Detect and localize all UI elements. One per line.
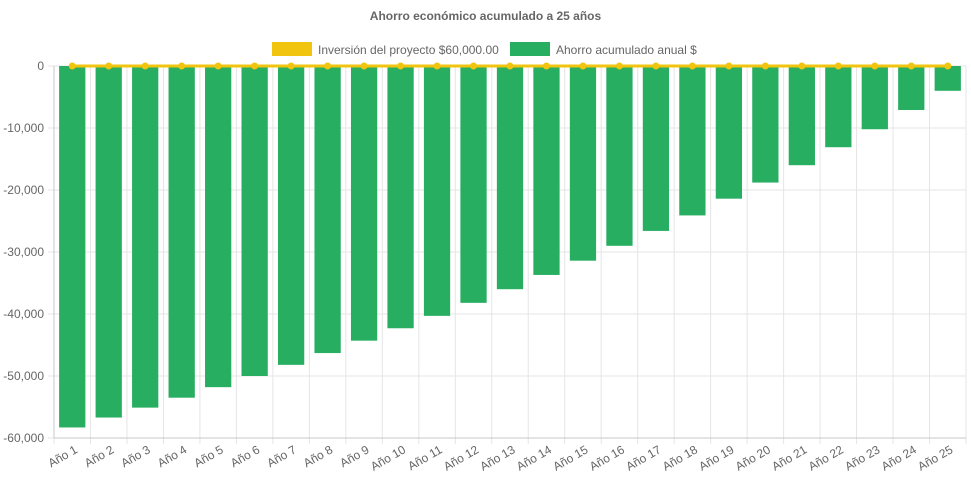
bar-ahorro-8[interactable] — [314, 66, 341, 354]
investment-point-25[interactable] — [944, 62, 952, 70]
legend-label-savings[interactable]: Ahorro acumulado anual $ — [556, 43, 697, 57]
bar-ahorro-19[interactable] — [715, 66, 743, 199]
bar-ahorro-21[interactable] — [788, 66, 815, 166]
bar-ahorro-1[interactable] — [59, 66, 86, 428]
bar-ahorro-18[interactable] — [679, 66, 706, 216]
x-tick-label: Año 11 — [405, 442, 444, 473]
investment-point-1[interactable] — [68, 62, 76, 70]
bar-ahorro-22[interactable] — [825, 66, 852, 148]
investment-point-13[interactable] — [506, 62, 514, 70]
investment-point-6[interactable] — [251, 62, 259, 70]
investment-point-2[interactable] — [105, 62, 113, 70]
investment-point-24[interactable] — [907, 62, 915, 70]
x-tick-label: Año 1 — [46, 442, 80, 470]
x-tick-label: Año 5 — [192, 442, 226, 470]
investment-point-15[interactable] — [579, 62, 587, 70]
chart-title: Ahorro económico acumulado a 25 años — [370, 9, 602, 23]
investment-point-18[interactable] — [688, 62, 696, 70]
x-tick-label: Año 20 — [733, 442, 773, 473]
x-tick-label: Año 15 — [551, 442, 591, 473]
x-tick-label: Año 4 — [155, 442, 189, 470]
x-tick-label: Año 13 — [478, 442, 518, 473]
bar-ahorro-5[interactable] — [205, 66, 232, 388]
bar-ahorro-13[interactable] — [496, 66, 524, 290]
legend: Inversión del proyecto $60,000.00 Ahorro… — [272, 42, 697, 57]
investment-point-7[interactable] — [287, 62, 295, 70]
legend-label-investment[interactable]: Inversión del proyecto $60,000.00 — [318, 43, 499, 57]
investment-point-9[interactable] — [360, 62, 368, 70]
x-tick-label: Año 23 — [842, 442, 882, 473]
bars — [59, 66, 961, 428]
x-tick-label: Año 10 — [368, 442, 408, 473]
x-tick-label: Año 6 — [228, 442, 262, 470]
bar-ahorro-12[interactable] — [460, 66, 487, 303]
legend-swatch-savings[interactable] — [510, 42, 550, 56]
x-tick-label: Año 8 — [301, 442, 335, 470]
investment-point-11[interactable] — [433, 62, 441, 70]
bar-ahorro-6[interactable] — [241, 66, 268, 376]
bar-ahorro-15[interactable] — [569, 66, 597, 261]
investment-line — [68, 62, 952, 70]
x-axis-ticks: Año 1 Año 2 Año 3 Año 4 Año 5 Año 6 Año 7 Año 8… — [46, 442, 956, 473]
investment-point-8[interactable] — [324, 62, 332, 70]
bar-ahorro-2[interactable] — [95, 66, 122, 418]
bar-ahorro-10[interactable] — [387, 66, 414, 329]
investment-point-19[interactable] — [725, 62, 733, 70]
x-tick-label: Año 19 — [696, 442, 736, 473]
investment-point-16[interactable] — [615, 62, 623, 70]
x-tick-label: Año 24 — [879, 442, 919, 473]
bar-ahorro-24[interactable] — [898, 66, 925, 111]
grid — [48, 65, 967, 444]
y-tick-label: -20,000 — [3, 183, 44, 197]
x-tick-label: Año 22 — [806, 442, 846, 473]
bar-ahorro-14[interactable] — [533, 66, 560, 275]
x-tick-label: Año 9 — [337, 442, 371, 470]
x-tick-label: Año 12 — [441, 442, 481, 473]
investment-point-17[interactable] — [652, 62, 660, 70]
investment-point-20[interactable] — [761, 62, 769, 70]
y-tick-label: -60,000 — [3, 431, 44, 445]
investment-point-23[interactable] — [871, 62, 879, 70]
x-tick-label: Año 21 — [769, 442, 809, 473]
x-tick-label: Año 2 — [82, 442, 116, 470]
investment-point-14[interactable] — [542, 62, 550, 70]
bar-ahorro-20[interactable] — [752, 66, 779, 183]
x-tick-label: Año 7 — [264, 442, 298, 470]
investment-point-3[interactable] — [141, 62, 149, 70]
legend-swatch-investment[interactable] — [272, 42, 312, 56]
bar-ahorro-7[interactable] — [277, 66, 305, 365]
bar-ahorro-25[interactable] — [934, 66, 961, 91]
y-tick-label: 0 — [37, 59, 44, 73]
y-tick-label: -50,000 — [3, 369, 44, 383]
investment-point-12[interactable] — [470, 62, 478, 70]
bar-ahorro-17[interactable] — [642, 66, 670, 231]
bar-ahorro-9[interactable] — [350, 66, 378, 341]
x-tick-label: Año 17 — [623, 442, 663, 473]
bar-ahorro-16[interactable] — [606, 66, 633, 246]
y-tick-label: -30,000 — [3, 245, 44, 259]
investment-point-4[interactable] — [178, 62, 186, 70]
y-tick-label: -10,000 — [3, 121, 44, 135]
x-tick-label: Año 3 — [119, 442, 153, 470]
investment-point-5[interactable] — [214, 62, 222, 70]
bar-ahorro-4[interactable] — [168, 66, 195, 398]
x-tick-label: Año 25 — [915, 442, 955, 473]
y-axis-ticks: 0 -10,000 -20,000 -30,000 -40,000 -50,000 -60,… — [3, 59, 44, 445]
bar-ahorro-23[interactable] — [861, 66, 888, 130]
x-tick-label: Año 18 — [660, 442, 700, 473]
y-tick-label: -40,000 — [3, 307, 44, 321]
investment-point-21[interactable] — [798, 62, 806, 70]
bar-ahorro-11[interactable] — [423, 66, 451, 316]
bar-ahorro-3[interactable] — [132, 66, 159, 408]
x-tick-label: Año 14 — [514, 442, 554, 473]
investment-point-22[interactable] — [834, 62, 842, 70]
x-tick-label: Año 16 — [587, 442, 627, 473]
investment-point-10[interactable] — [397, 62, 405, 70]
